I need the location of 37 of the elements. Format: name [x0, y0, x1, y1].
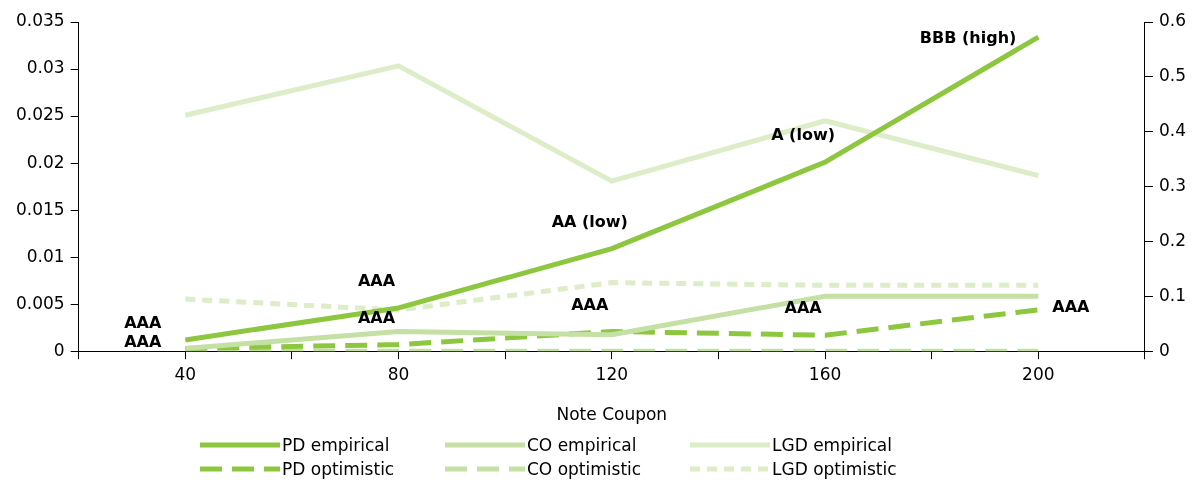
x-tick-label: 80	[387, 363, 410, 384]
annotation: BBB (high)	[919, 28, 1017, 48]
x-tick-label: 120	[595, 363, 629, 384]
annotation: AA (low)	[551, 211, 628, 231]
legend-label: CO optimistic	[527, 458, 642, 480]
annotation: AAA	[571, 294, 609, 314]
annotation: AAA	[784, 298, 823, 318]
legend-label: CO empirical	[527, 434, 637, 456]
y2-tick-label: 0.5	[1158, 65, 1187, 86]
y-tick-label: 0.015	[16, 198, 65, 219]
annotation: AAA	[124, 312, 162, 332]
y2-tick-label: 0.4	[1158, 120, 1187, 141]
y-tick-label: 0.01	[26, 245, 65, 266]
y-tick-label: 0.02	[26, 151, 65, 172]
y-tick-label: 0.03	[26, 57, 65, 78]
y2-tick-label: 0.6	[1158, 10, 1187, 31]
y2-tick-label: 0.1	[1158, 284, 1187, 305]
x-axis-title: Note Coupon	[556, 404, 668, 425]
annotation: A (low)	[771, 125, 835, 145]
annotation: AAA	[124, 331, 162, 351]
annotation: AAA	[357, 307, 396, 327]
annotation: AAA	[357, 271, 396, 291]
legend-label: PD optimistic	[282, 458, 395, 480]
annotation: AAA	[1052, 296, 1091, 316]
legend-label: LGD optimistic	[772, 458, 897, 480]
legend-label: PD empirical	[282, 434, 390, 456]
y2-tick-label: 0.2	[1158, 229, 1187, 250]
x-tick-label: 160	[808, 363, 842, 384]
y2-tick-label: 0	[1158, 339, 1170, 360]
y2-tick-label: 0.3	[1158, 175, 1187, 196]
y-tick-label: 0	[53, 339, 65, 360]
y-tick-label: 0.035	[16, 10, 65, 31]
x-tick-label: 40	[174, 363, 197, 384]
y-tick-label: 0.025	[16, 104, 65, 125]
legend-label: LGD empirical	[772, 434, 892, 456]
y-tick-label: 0.005	[16, 292, 65, 313]
x-tick-label: 200	[1022, 363, 1055, 384]
